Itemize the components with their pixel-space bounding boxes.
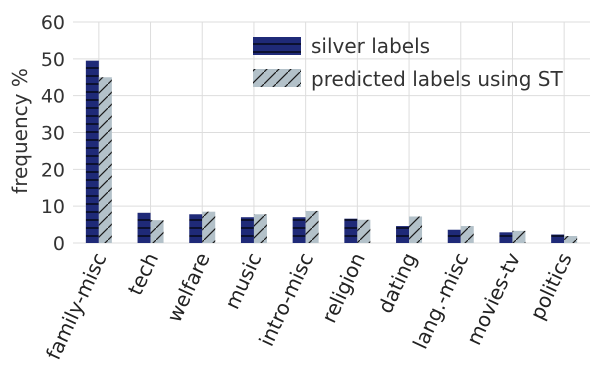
- bar-silver-labels-movies-tv: [499, 232, 513, 243]
- x-tick-label: family-misc: [41, 249, 111, 363]
- bar-predicted-labels-welfare: [202, 211, 216, 243]
- bar-predicted-labels-tech: [150, 220, 164, 243]
- bar-predicted-labels-lang.-misc: [460, 226, 474, 243]
- bar-silver-labels-religion: [344, 218, 358, 243]
- bar-silver-labels-tech: [137, 212, 151, 243]
- y-axis-ticks: 0 10 20 30 40 50 60: [41, 12, 65, 255]
- bar-predicted-labels-movies-tv: [512, 230, 526, 243]
- y-tick-label: 30: [41, 123, 65, 145]
- y-tick-label: 60: [41, 12, 65, 34]
- x-tick-label: politics: [525, 249, 577, 323]
- y-axis-title: frequency %: [8, 68, 32, 194]
- x-tick-label: music: [220, 249, 267, 313]
- bar-predicted-labels-family-misc: [98, 77, 112, 243]
- y-tick-label: 0: [53, 233, 65, 255]
- bar-predicted-labels-intro-misc: [305, 210, 319, 243]
- bar-predicted-labels-music: [253, 214, 267, 243]
- y-tick-label: 20: [41, 159, 65, 181]
- bar-silver-labels-music: [240, 217, 254, 243]
- grid-lines: [73, 21, 590, 244]
- bar-predicted-labels-politics: [564, 236, 578, 243]
- x-tick-label: welfare: [162, 249, 215, 326]
- bar-predicted-labels-religion: [357, 219, 371, 243]
- legend-swatch-silver-labels: [253, 37, 301, 55]
- y-tick-label: 50: [41, 49, 65, 71]
- bar-silver-labels-politics: [551, 234, 565, 243]
- legend-label-predicted-labels: predicted labels using ST: [311, 67, 563, 91]
- bar-silver-labels-family-misc: [85, 60, 99, 243]
- bar-silver-labels-lang.-misc: [447, 229, 461, 243]
- bar-silver-labels-welfare: [189, 214, 203, 243]
- y-tick-label: 40: [41, 86, 65, 108]
- bar-predicted-labels-dating: [409, 216, 423, 243]
- bars: [85, 60, 578, 243]
- x-tick-label: tech: [123, 249, 163, 299]
- y-tick-label: 10: [41, 196, 65, 218]
- bar-silver-labels-intro-misc: [292, 217, 306, 243]
- bar-silver-labels-dating: [396, 226, 410, 243]
- legend-label-silver-labels: silver labels: [311, 34, 430, 58]
- legend-swatch-predicted-labels: [253, 69, 301, 87]
- x-tick-label: religion: [317, 249, 370, 327]
- x-tick-label: dating: [373, 249, 422, 317]
- legend: silver labels predicted labels using ST: [253, 34, 563, 91]
